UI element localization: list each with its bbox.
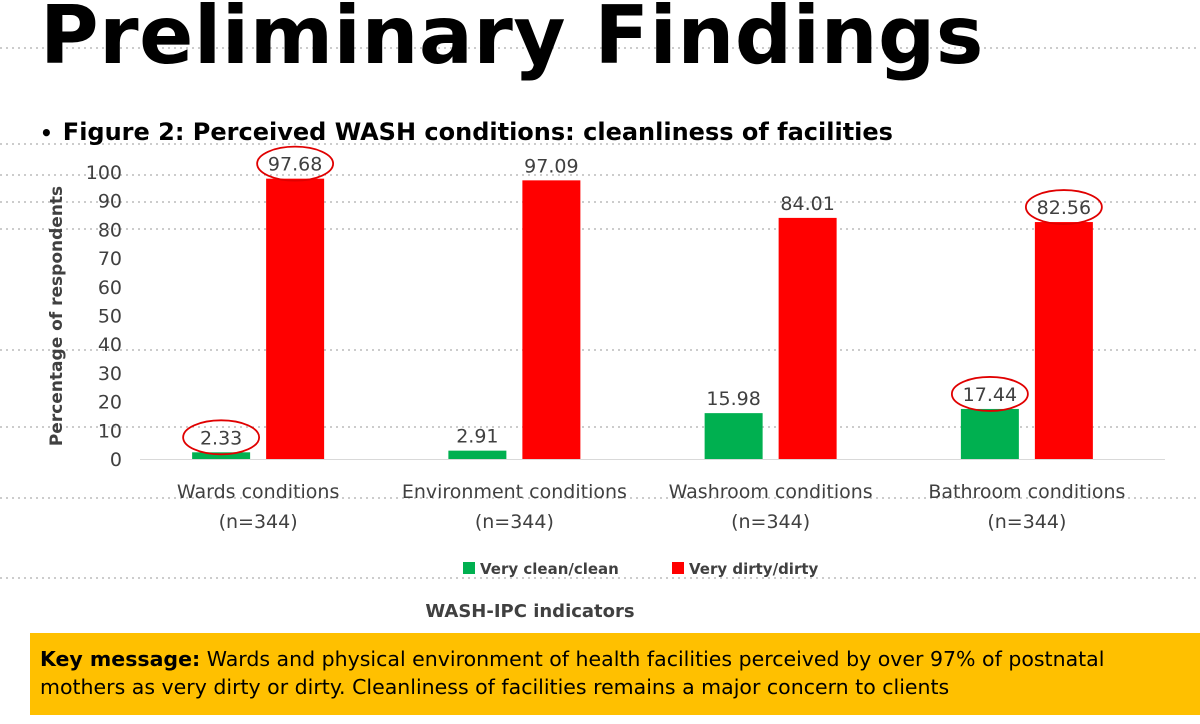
y-tick-label: 40 [98, 334, 122, 356]
key-message-text: Wards and physical environment of health… [40, 647, 1105, 699]
y-tick-label: 100 [86, 162, 122, 184]
data-label: 97.09 [524, 155, 578, 177]
y-tick-label: 30 [98, 363, 122, 385]
bar-clean [448, 450, 507, 459]
legend-swatch-clean [463, 562, 475, 574]
y-tick-label: 50 [98, 306, 122, 328]
y-tick-label: 60 [98, 277, 122, 299]
bar-clean [704, 413, 763, 459]
bar-dirty [778, 217, 837, 459]
bar-dirty [1034, 222, 1093, 459]
legend-label: Very clean/clean [480, 560, 619, 578]
bar-chart: 0 10 20 30 40 50 60 70 80 90 100 Percentage of resp… [47, 145, 1165, 622]
data-label: 97.68 [268, 154, 322, 176]
data-label: 84.01 [780, 193, 834, 215]
data-label: 15.98 [706, 388, 760, 410]
x-axis-title: WASH-IPC indicators [425, 601, 634, 622]
y-tick-label: 0 [110, 449, 122, 471]
figure-caption-text: Figure 2: Perceived WASH conditions: cle… [62, 118, 893, 146]
x-tick-label: Environment conditions [402, 481, 627, 503]
y-tick-label: 80 [98, 219, 122, 241]
x-tick-sublabel: (n=344) [987, 511, 1066, 533]
legend-swatch-dirty [672, 562, 684, 574]
slide-title: Preliminary Findings [40, 0, 984, 82]
key-message-label: Key message: [40, 647, 201, 671]
data-label: 2.33 [200, 427, 242, 449]
highlight-ring [950, 376, 1029, 412]
legend-label: Very dirty/dirty [689, 560, 819, 578]
data-label: 2.91 [456, 426, 498, 448]
data-label: 82.56 [1037, 197, 1091, 219]
highlight-ring [1024, 189, 1103, 225]
x-tick-label: Bathroom conditions [928, 481, 1125, 503]
x-tick-sublabel: (n=344) [475, 511, 554, 533]
bar-dirty [522, 180, 581, 460]
bullet-icon: • [40, 121, 53, 145]
bar-dirty [266, 178, 325, 460]
highlight-ring [256, 145, 335, 182]
y-axis-title: Percentage of respondents [47, 186, 67, 446]
highlight-ring [182, 419, 261, 456]
bar-clean [960, 408, 1019, 459]
y-tick-label: 70 [98, 248, 122, 270]
key-message-box: Key message: Wards and physical environm… [30, 633, 1200, 715]
y-tick-label: 10 [98, 420, 122, 442]
x-tick-sublabel: (n=344) [731, 511, 810, 533]
x-tick-label: Washroom conditions [669, 481, 873, 503]
y-tick-label: 90 [98, 191, 122, 213]
x-tick-label: Wards conditions [177, 481, 339, 503]
y-tick-label: 20 [98, 392, 122, 414]
figure-caption: • Figure 2: Perceived WASH conditions: cl… [40, 118, 893, 146]
data-label: 17.44 [963, 384, 1017, 406]
x-tick-sublabel: (n=344) [219, 511, 298, 533]
bar-clean [192, 452, 251, 459]
